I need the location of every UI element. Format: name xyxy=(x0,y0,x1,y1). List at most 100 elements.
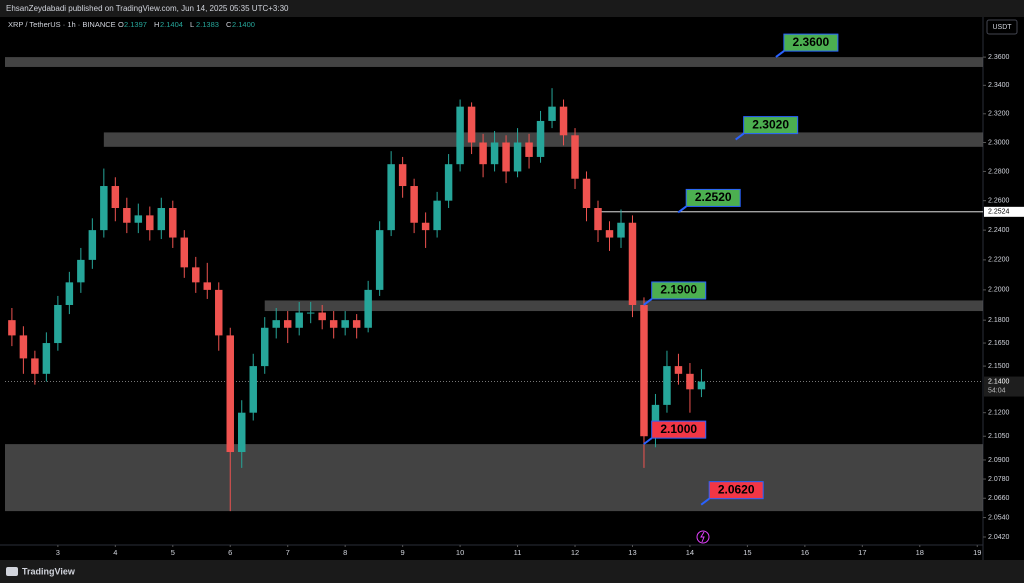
zone xyxy=(5,57,983,67)
candle-body xyxy=(513,142,522,172)
candle-body xyxy=(456,106,464,165)
candle-body xyxy=(410,186,418,223)
candle-body xyxy=(157,208,166,231)
x-tick-label: 5 xyxy=(171,548,175,557)
annotation-pointer xyxy=(643,437,653,445)
candle-body xyxy=(272,320,280,328)
x-tick-label: 6 xyxy=(228,548,232,557)
candle-body xyxy=(628,222,637,305)
y-tick-label: 2.1650 xyxy=(988,340,1010,347)
y-tick-label: 2.1200 xyxy=(988,410,1010,417)
zone xyxy=(264,300,983,312)
ohlc-value: 2.1400 xyxy=(232,20,255,29)
x-tick-label: 18 xyxy=(916,548,924,557)
candle-body xyxy=(663,366,671,405)
candle-body xyxy=(238,412,246,453)
candle-body xyxy=(215,289,223,336)
candle-body xyxy=(375,230,384,290)
candle-body xyxy=(54,304,62,344)
level-tag xyxy=(984,206,1024,217)
y-tick-label: 2.2600 xyxy=(988,198,1010,205)
x-tick-label: 14 xyxy=(686,548,694,557)
annotation-label: 2.1000 xyxy=(660,422,697,436)
candle-body xyxy=(42,343,51,374)
annotation-pointer xyxy=(700,497,710,506)
x-tick-label: 8 xyxy=(343,548,347,557)
candle-body xyxy=(352,320,361,328)
candle-body xyxy=(249,366,257,413)
x-tick-label: 15 xyxy=(743,548,751,557)
candle-body xyxy=(306,312,315,314)
y-tick-label: 2.3400 xyxy=(988,82,1010,89)
candle-body xyxy=(111,186,120,209)
candle-body xyxy=(605,230,614,238)
candle-body xyxy=(467,106,476,143)
currency-button[interactable] xyxy=(986,19,1018,35)
candle-body xyxy=(318,312,326,321)
current-price-label: 2.1400 xyxy=(988,378,1010,385)
candle-body xyxy=(192,267,200,283)
x-tick-label: 9 xyxy=(401,548,405,557)
candle-body xyxy=(651,404,660,437)
candle-body xyxy=(226,335,234,453)
candle-body xyxy=(65,282,74,305)
y-tick-label: 2.2200 xyxy=(988,257,1010,264)
x-tick-label: 17 xyxy=(858,548,866,557)
candle-body xyxy=(260,327,269,367)
publisher: EhsanZeydabadi published on TradingView.… xyxy=(6,4,289,13)
candle-body xyxy=(8,320,16,336)
candle-body xyxy=(490,142,499,165)
x-tick-label: 11 xyxy=(514,548,522,557)
candle-body xyxy=(100,186,108,231)
ohlc-key: L xyxy=(190,20,194,29)
candle-body xyxy=(329,320,338,328)
annotation-label: 2.3600 xyxy=(793,35,830,49)
x-tick-label: 13 xyxy=(628,548,636,557)
candle-body xyxy=(594,208,602,231)
x-tick-label: 16 xyxy=(801,548,809,557)
candle-body xyxy=(674,366,683,374)
annotation-box xyxy=(708,481,764,500)
logo xyxy=(6,567,18,576)
candle-body xyxy=(559,106,568,136)
annotation-label: 2.0620 xyxy=(718,482,755,496)
candle-body xyxy=(548,106,556,121)
candle-body xyxy=(571,135,579,179)
y-tick-label: 2.0900 xyxy=(988,457,1010,464)
annotation-pointer xyxy=(643,298,653,306)
candle-body xyxy=(421,222,430,231)
currency: USDT xyxy=(992,24,1012,31)
y-tick-label: 2.2400 xyxy=(988,227,1010,234)
candle-body xyxy=(582,178,591,209)
candle-body xyxy=(398,164,407,187)
ohlc-value: 2.1397 xyxy=(124,20,147,29)
y-tick-label: 2.0780 xyxy=(988,476,1010,483)
candle-body xyxy=(433,200,441,231)
candle-body xyxy=(88,230,97,260)
x-tick-label: 10 xyxy=(456,548,464,557)
candle-body xyxy=(525,142,533,157)
candle-body xyxy=(283,320,292,328)
annotation-box xyxy=(651,420,707,439)
y-tick-label: 2.3600 xyxy=(988,54,1010,61)
y-tick-label: 2.3000 xyxy=(988,139,1010,146)
x-tick-label: 4 xyxy=(113,548,117,557)
ohlc-value: 2.1404 xyxy=(160,20,183,29)
annotation-label: 2.2520 xyxy=(695,190,732,204)
candle-body xyxy=(123,208,131,223)
event-icon[interactable] xyxy=(696,530,710,544)
annotation-box xyxy=(651,281,707,300)
ohlc-key: O xyxy=(118,20,124,29)
annotation-label: 2.1900 xyxy=(660,283,697,297)
candle-body xyxy=(169,208,177,238)
annotation-box xyxy=(685,188,741,207)
annotation-box xyxy=(783,33,839,52)
countdown: 54:04 xyxy=(988,387,1006,394)
candle-body xyxy=(536,120,545,157)
candle-body xyxy=(364,289,372,328)
ohlc-value: 2.1383 xyxy=(196,20,219,29)
x-tick-label: 19 xyxy=(973,548,981,557)
level-label: 2.2524 xyxy=(988,209,1010,216)
candle-body xyxy=(686,373,694,390)
event-icon-bolt xyxy=(700,531,705,543)
